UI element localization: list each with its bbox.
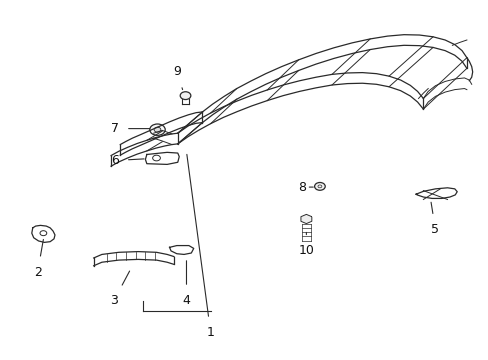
Text: 9: 9	[173, 66, 182, 90]
Circle shape	[314, 183, 325, 190]
Circle shape	[154, 127, 161, 132]
Text: 1: 1	[186, 154, 214, 339]
Text: 6: 6	[111, 154, 144, 167]
Text: 5: 5	[430, 202, 439, 236]
Text: 3: 3	[110, 271, 129, 307]
Text: 7: 7	[111, 122, 149, 135]
Circle shape	[180, 92, 190, 100]
Circle shape	[149, 124, 165, 135]
Text: 4: 4	[182, 261, 190, 307]
Text: 8: 8	[298, 181, 313, 194]
Text: 10: 10	[298, 233, 314, 257]
Polygon shape	[300, 215, 311, 224]
Text: 2: 2	[34, 239, 43, 279]
